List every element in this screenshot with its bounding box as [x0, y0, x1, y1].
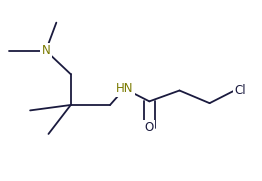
Text: HN: HN [116, 82, 133, 95]
Text: O: O [145, 121, 154, 134]
Text: Cl: Cl [234, 84, 246, 97]
Text: N: N [41, 44, 50, 57]
